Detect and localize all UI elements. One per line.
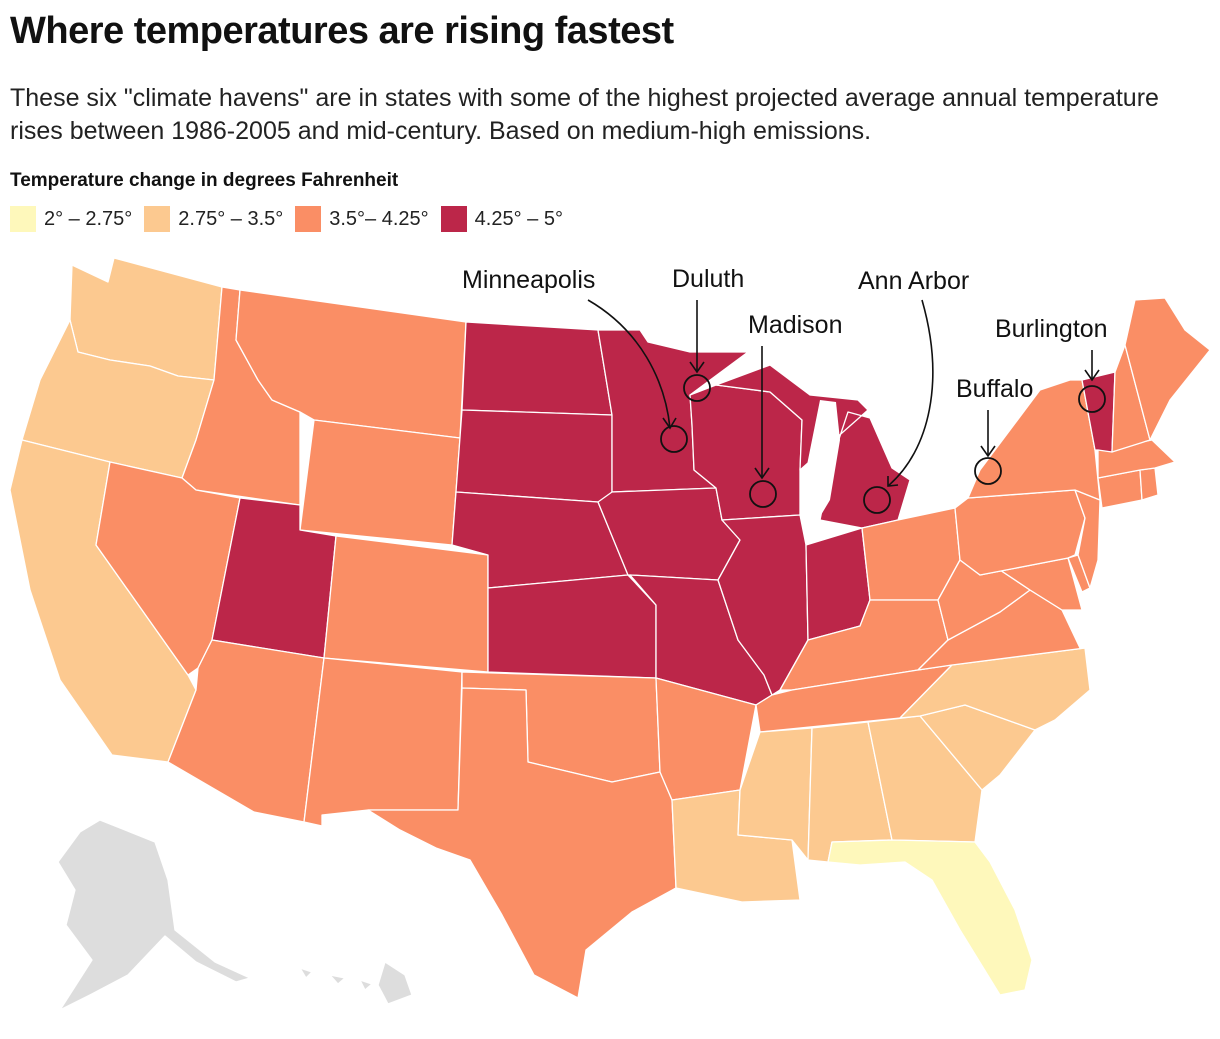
chart-title: Where temperatures are rising fastest (10, 10, 674, 52)
legend-swatch-bin1 (10, 206, 36, 232)
state-rhode-island[interactable] (1139, 467, 1159, 501)
legend-item: 2° – 2.75° (10, 206, 132, 232)
legend-swatch-bin3 (295, 206, 322, 232)
state-wyoming[interactable] (299, 419, 461, 546)
city-marker-minneapolis[interactable] (660, 425, 688, 453)
city-marker-ann-arbor[interactable] (863, 486, 891, 514)
legend-label-bin1: 2° – 2.75° (44, 207, 133, 230)
leader-arrowhead-madison (754, 467, 770, 480)
state-colorado[interactable] (323, 535, 489, 673)
state-kansas[interactable] (487, 574, 657, 679)
state-new-mexico[interactable] (303, 657, 463, 827)
chart-subtitle: These six "climate havens" are in states… (10, 84, 1159, 145)
state-hawaii[interactable] (299, 961, 413, 1005)
city-label-burlington: Burlington (995, 315, 1108, 343)
city-marker-madison[interactable] (749, 480, 777, 508)
state-maine[interactable] (1124, 297, 1211, 441)
leader-arrowhead-buffalo (980, 445, 996, 458)
leader-arrowhead-duluth (689, 361, 705, 374)
lake-michigan (800, 400, 840, 530)
legend-item: 4.25° – 5° (440, 206, 563, 232)
legend-label-bin4: 4.25° – 5° (474, 207, 563, 230)
state-vermont[interactable] (1081, 371, 1116, 453)
state-texas[interactable] (367, 687, 677, 999)
city-marker-duluth[interactable] (683, 374, 711, 402)
legend-title: Temperature change in degrees Fahrenheit (10, 170, 399, 191)
state-south-dakota[interactable] (455, 409, 613, 503)
legend-swatch-bin4 (440, 206, 467, 232)
city-marker-buffalo[interactable] (974, 457, 1002, 485)
city-label-ann-arbor: Ann Arbor (858, 267, 969, 295)
city-label-madison: Madison (748, 311, 843, 339)
city-label-buffalo: Buffalo (956, 375, 1033, 403)
leader-arrowhead-ann-arbor (887, 476, 899, 487)
leader-arrowhead-burlington (1084, 369, 1100, 382)
leader-ann-arbor (887, 299, 934, 487)
legend: 2° – 2.75° 2.75° – 3.5° 3.5°– 4.25° 4.25… (10, 206, 563, 232)
state-florida[interactable] (827, 839, 1033, 996)
state-alaska[interactable] (57, 819, 251, 1011)
leader-arrowhead-minneapolis (662, 417, 677, 430)
legend-label-bin3: 3.5°– 4.25° (329, 207, 429, 230)
legend-label-bin2: 2.75° – 3.5° (178, 207, 284, 230)
leader-minneapolis (587, 299, 671, 429)
city-marker-burlington[interactable] (1078, 385, 1106, 413)
legend-item: 2.75° – 3.5° (144, 206, 283, 232)
city-label-minneapolis: Minneapolis (462, 266, 595, 294)
legend-swatch-bin2 (144, 206, 171, 232)
city-label-duluth: Duluth (672, 265, 744, 293)
state-north-dakota[interactable] (461, 321, 613, 416)
legend-item: 3.5°– 4.25° (295, 206, 429, 232)
